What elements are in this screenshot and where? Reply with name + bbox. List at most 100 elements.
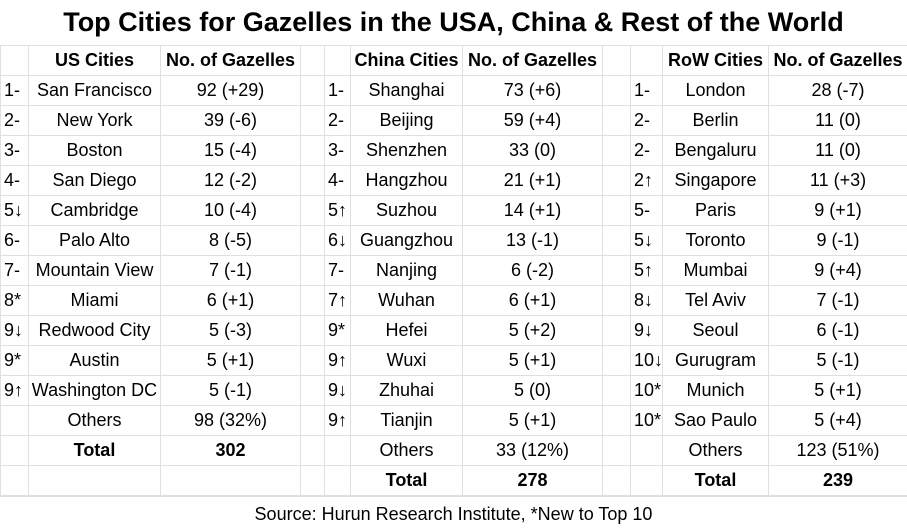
separator: [603, 106, 631, 136]
gazelles: 11 (0): [769, 136, 907, 166]
city: Suzhou: [351, 196, 463, 226]
city: Singapore: [663, 166, 769, 196]
rank: [325, 466, 351, 496]
city: London: [663, 76, 769, 106]
separator: [603, 346, 631, 376]
gazelles: 59 (+4): [463, 106, 603, 136]
title: Top Cities for Gazelles in the USA, Chin…: [0, 0, 907, 45]
city: Shanghai: [351, 76, 463, 106]
gazelles: 14 (+1): [463, 196, 603, 226]
city: Wuxi: [351, 346, 463, 376]
city: San Diego: [29, 166, 161, 196]
separator: [603, 286, 631, 316]
city: Zhuhai: [351, 376, 463, 406]
city: Tel Aviv: [663, 286, 769, 316]
separator: [603, 76, 631, 106]
gazelles: 302: [161, 436, 301, 466]
city: Others: [663, 436, 769, 466]
gazelles: 6 (+1): [463, 286, 603, 316]
gazelles: 15 (-4): [161, 136, 301, 166]
separator: [603, 226, 631, 256]
city: New York: [29, 106, 161, 136]
rank: 10*: [631, 376, 663, 406]
rank: 9↓: [325, 376, 351, 406]
rank: 9↓: [631, 316, 663, 346]
city: [29, 466, 161, 496]
separator: [301, 136, 325, 166]
gazelles: 278: [463, 466, 603, 496]
gazelles: 5 (-1): [161, 376, 301, 406]
separator: [603, 436, 631, 466]
rank: 5-: [631, 196, 663, 226]
city: Seoul: [663, 316, 769, 346]
rank: 2-: [631, 106, 663, 136]
gazelles: 6 (-1): [769, 316, 907, 346]
gazelles: 33 (0): [463, 136, 603, 166]
city: Hefei: [351, 316, 463, 346]
separator: [301, 166, 325, 196]
separator: [603, 466, 631, 496]
rank: [325, 436, 351, 466]
gazelles: 9 (+1): [769, 196, 907, 226]
city: Miami: [29, 286, 161, 316]
city: San Francisco: [29, 76, 161, 106]
gazelles: 239: [769, 466, 907, 496]
gazelles: 33 (12%): [463, 436, 603, 466]
city: Redwood City: [29, 316, 161, 346]
rank: [1, 436, 29, 466]
rank: 2-: [1, 106, 29, 136]
gazelles: 10 (-4): [161, 196, 301, 226]
city: Total: [663, 466, 769, 496]
city: Others: [29, 406, 161, 436]
rank: 9↑: [1, 376, 29, 406]
gazelles: 73 (+6): [463, 76, 603, 106]
city: Guangzhou: [351, 226, 463, 256]
rank: [1, 406, 29, 436]
rank: 10↓: [631, 346, 663, 376]
rank: 9↑: [325, 346, 351, 376]
rank: 4-: [1, 166, 29, 196]
gazelles: 7 (-1): [769, 286, 907, 316]
gazelles: 5 (+1): [463, 406, 603, 436]
rank: 5↓: [631, 226, 663, 256]
city-header: China Cities: [351, 46, 463, 76]
source: Source: Hurun Research Institute, *New t…: [0, 496, 907, 531]
separator: [301, 406, 325, 436]
city: Gurugram: [663, 346, 769, 376]
separator: [301, 346, 325, 376]
rank: 9*: [325, 316, 351, 346]
city: Palo Alto: [29, 226, 161, 256]
city: Hangzhou: [351, 166, 463, 196]
gazelles: 5 (0): [463, 376, 603, 406]
rank: 2-: [631, 136, 663, 166]
separator: [603, 376, 631, 406]
rank: 5↑: [631, 256, 663, 286]
gazelles: 5 (+4): [769, 406, 907, 436]
city: Paris: [663, 196, 769, 226]
gazelles: 6 (-2): [463, 256, 603, 286]
gazelles: 5 (+2): [463, 316, 603, 346]
separator: [301, 376, 325, 406]
gazelles: 13 (-1): [463, 226, 603, 256]
separator: [301, 76, 325, 106]
city: Bengaluru: [663, 136, 769, 166]
separator: [301, 106, 325, 136]
separator: [301, 256, 325, 286]
gazelles: 5 (+1): [769, 376, 907, 406]
separator: [603, 166, 631, 196]
gazelles: 9 (-1): [769, 226, 907, 256]
city: Shenzhen: [351, 136, 463, 166]
city: Austin: [29, 346, 161, 376]
gazelles: 5 (+1): [161, 346, 301, 376]
rank: 10*: [631, 406, 663, 436]
